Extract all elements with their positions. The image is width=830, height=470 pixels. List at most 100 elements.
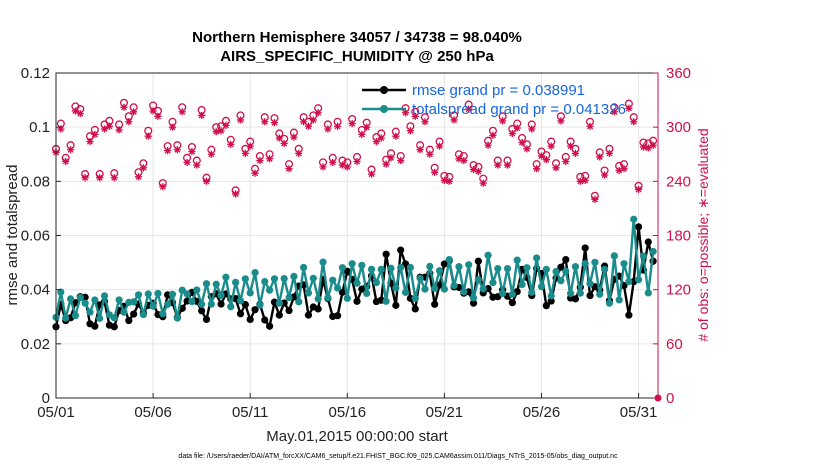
rmse-point <box>353 297 361 305</box>
evaluated-obs-point <box>217 127 225 135</box>
spread-point <box>183 290 191 298</box>
spread-point <box>542 265 550 273</box>
rmse-point <box>241 300 249 309</box>
evaluated-obs-point <box>605 149 614 157</box>
spread-point <box>139 310 147 319</box>
spread-point <box>411 294 419 302</box>
spread-point <box>547 292 555 300</box>
spread-point <box>406 263 415 272</box>
evaluated-obs-point <box>304 122 313 130</box>
evaluated-obs-point <box>411 112 419 120</box>
y-tick-label: 0 <box>42 390 50 407</box>
evaluated-obs-point <box>139 164 147 172</box>
evaluated-obs-point <box>581 176 589 185</box>
evaluated-obs-point <box>168 123 177 131</box>
spread-point <box>518 280 526 289</box>
evaluated-obs-point <box>576 177 584 185</box>
spread-point <box>596 290 604 298</box>
spread-point <box>333 284 342 292</box>
chart-subtitle: AIRS_SPECIFIC_HUMIDITY @ 250 hPa <box>220 48 494 65</box>
spread-point <box>552 267 560 276</box>
spread-point <box>256 301 264 309</box>
evaluated-obs-point <box>363 123 371 131</box>
evaluated-obs-point <box>630 118 638 126</box>
legend-rmse-marker <box>380 86 388 94</box>
spread-point <box>343 294 351 302</box>
evaluated-obs-point <box>523 145 531 153</box>
evaluated-obs-point <box>241 149 249 157</box>
evaluated-obs-point <box>426 150 434 158</box>
evaluated-obs-point <box>484 141 492 149</box>
spread-point <box>363 289 371 298</box>
rmse-point <box>266 322 274 330</box>
evaluated-obs-point <box>295 149 303 157</box>
y-right-tick-label: 120 <box>666 282 691 299</box>
evaluated-obs-point <box>130 108 138 116</box>
evaluated-obs-point <box>440 176 448 185</box>
rmse-point <box>251 306 259 314</box>
evaluated-obs-point <box>251 169 259 177</box>
evaluated-obs-point <box>115 126 123 134</box>
rmse-point <box>285 306 293 315</box>
evaluated-obs-point <box>314 109 322 117</box>
evaluated-obs-point <box>324 125 332 133</box>
evaluated-obs-point <box>377 134 385 142</box>
axis-ticks: 05/01 05/06 05/11 05/16 05/21 05/26 05/31 0 0.02… <box>21 65 691 421</box>
evaluated-obs-point <box>125 118 133 126</box>
evaluated-obs-point <box>299 118 308 126</box>
evaluated-obs-point <box>562 157 570 166</box>
spread-point <box>81 299 89 307</box>
rmse-point <box>382 250 390 258</box>
spread-point <box>299 263 308 272</box>
evaluated-obs-point <box>450 116 458 124</box>
rmse-point <box>275 311 283 319</box>
spread-point <box>251 269 259 277</box>
y-tick-label: 0.12 <box>21 65 50 82</box>
rmse-point <box>508 299 516 307</box>
rmse-point <box>217 300 225 308</box>
evaluated-obs-point <box>285 165 293 173</box>
rmse-point <box>125 316 133 325</box>
evaluated-obs-point <box>188 147 196 156</box>
legend: rmse grand pr = 0.038991 totalspread gra… <box>362 82 626 118</box>
spread-point <box>290 272 298 280</box>
evaluated-obs-point <box>76 110 84 118</box>
spread-point <box>144 290 152 298</box>
spread-point <box>494 264 502 273</box>
evaluated-obs-point <box>557 117 565 125</box>
spread-point <box>562 267 570 275</box>
y-right-tick-label: 300 <box>666 119 691 136</box>
evaluated-obs-point <box>537 152 546 160</box>
spread-point <box>503 264 512 273</box>
spread-point <box>571 263 580 271</box>
evaluated-obs-point <box>639 143 648 151</box>
rmse-point <box>562 256 570 264</box>
y-right-tick-label: 60 <box>666 336 683 353</box>
spread-point <box>392 284 400 292</box>
spread-point <box>479 285 487 293</box>
evaluated-obs-point <box>435 142 444 150</box>
legend-spread-label: totalspread grand pr = 0.041326 <box>412 101 626 118</box>
spread-point <box>358 261 366 269</box>
data-file-footer: data file: /Users/raeder/DAI/ATM_forcXX/… <box>178 453 618 460</box>
spread-point <box>275 299 283 307</box>
evaluated-obs-point <box>401 109 410 117</box>
spread-point <box>450 282 458 290</box>
spread-point <box>353 279 361 287</box>
spread-point <box>120 308 128 316</box>
evaluated-obs-point <box>183 158 191 166</box>
rmse-point <box>411 305 419 313</box>
evaluated-obs-point <box>474 167 482 176</box>
spread-point <box>314 295 322 303</box>
spread-point <box>159 310 167 318</box>
spread-point <box>309 274 317 282</box>
rmse-point <box>644 238 652 246</box>
evaluated-obs-point <box>198 111 206 120</box>
evaluated-obs-point <box>134 173 143 181</box>
rmse-point <box>202 315 211 324</box>
evaluated-obs-point <box>159 183 167 191</box>
spread-point <box>639 252 648 260</box>
evaluated-obs-point <box>372 138 381 146</box>
evaluated-obs-point <box>416 146 424 154</box>
